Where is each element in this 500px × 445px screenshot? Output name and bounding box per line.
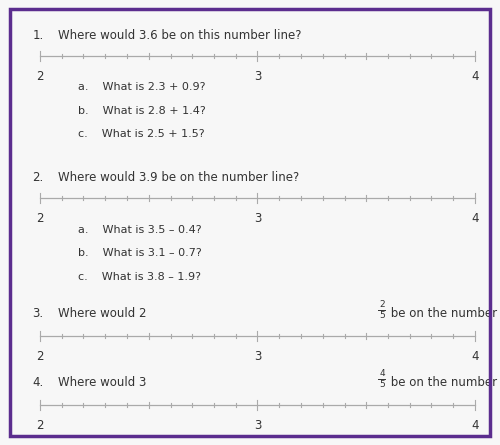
Text: Where would 3.6 be on this number line?: Where would 3.6 be on this number line? (58, 29, 301, 42)
Text: c.    What is 3.8 – 1.9?: c. What is 3.8 – 1.9? (78, 272, 200, 282)
Text: 3: 3 (254, 419, 261, 432)
Text: 3: 3 (254, 70, 261, 83)
Text: 4: 4 (379, 369, 385, 378)
Text: 4: 4 (471, 350, 478, 363)
Text: 3.: 3. (32, 307, 44, 320)
Text: b.    What is 3.1 – 0.7?: b. What is 3.1 – 0.7? (78, 248, 201, 258)
Text: 4: 4 (471, 70, 478, 83)
Text: a.    What is 2.3 + 0.9?: a. What is 2.3 + 0.9? (78, 82, 205, 92)
Text: 4: 4 (471, 212, 478, 225)
Text: a.    What is 3.5 – 0.4?: a. What is 3.5 – 0.4? (78, 225, 201, 235)
Text: Where would 2: Where would 2 (58, 307, 146, 320)
Text: c.    What is 2.5 + 1.5?: c. What is 2.5 + 1.5? (78, 129, 204, 139)
Text: 4.: 4. (32, 376, 44, 389)
Text: 2: 2 (379, 300, 385, 309)
Text: 5: 5 (379, 311, 385, 320)
Text: Where would 3: Where would 3 (58, 376, 146, 389)
Text: 2: 2 (36, 419, 44, 432)
Text: 2: 2 (36, 70, 44, 83)
Text: 2.: 2. (32, 171, 44, 184)
Text: 3: 3 (254, 350, 261, 363)
Text: 3: 3 (254, 212, 261, 225)
Text: 2: 2 (36, 350, 44, 363)
Text: Where would 3.9 be on the number line?: Where would 3.9 be on the number line? (58, 171, 299, 184)
Text: 5: 5 (379, 380, 385, 389)
Text: b.    What is 2.8 + 1.4?: b. What is 2.8 + 1.4? (78, 106, 206, 116)
Text: be on the number line?: be on the number line? (387, 307, 500, 320)
Text: 1.: 1. (32, 29, 44, 42)
Text: 2: 2 (36, 212, 44, 225)
Text: 4: 4 (471, 419, 478, 432)
Text: be on the number line?: be on the number line? (387, 376, 500, 389)
